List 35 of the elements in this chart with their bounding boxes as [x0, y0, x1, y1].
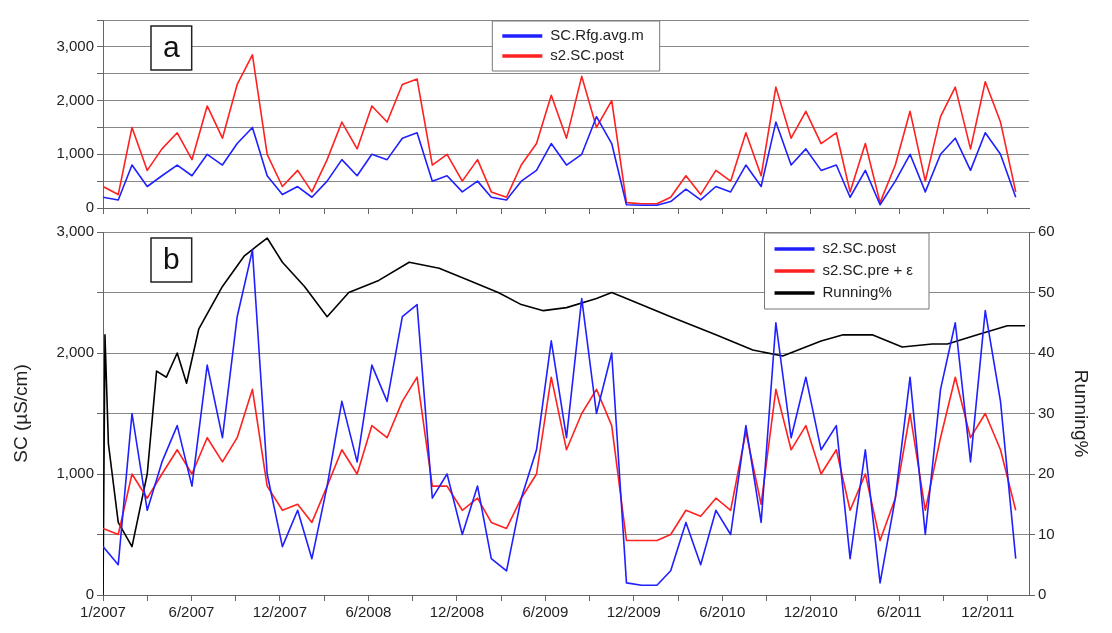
x-tick-label: 12/2009 [606, 603, 661, 621]
legend-label: s2.SC.pre + ε [822, 261, 914, 279]
x-tick-label: 6/2007 [168, 603, 215, 621]
y2-tick-label: 30 [1038, 403, 1055, 421]
annotation: a [163, 30, 180, 64]
x-tick-label: 12/2011 [961, 603, 1015, 621]
y-tick-label: 1,000 [56, 464, 94, 482]
y2-axis-title: Running% [1071, 369, 1093, 458]
legend-label: s2.SC.post [550, 46, 625, 64]
y2-tick-label: 60 [1038, 222, 1055, 240]
x-tick-label: 6/2008 [345, 603, 392, 621]
y2-tick-label: 10 [1038, 524, 1055, 542]
y2-tick-label: 50 [1038, 282, 1055, 300]
y2-tick-label: 20 [1038, 464, 1055, 482]
legend-label: s2.SC.post [822, 239, 897, 257]
x-tick-label: 12/2010 [783, 603, 838, 621]
x-tick-label: 6/2009 [522, 603, 569, 621]
x-tick-label: 6/2010 [699, 603, 746, 621]
y-tick-label: 0 [85, 198, 94, 216]
x-tick-label: 1/2007 [80, 603, 126, 621]
y2-tick-label: 40 [1038, 343, 1055, 361]
x-tick-label: 12/2007 [252, 603, 308, 621]
legend-label: Running% [822, 283, 892, 301]
y-tick-label: 3,000 [56, 37, 94, 54]
y-tick-label: 3,000 [56, 222, 94, 240]
y-tick-label: 2,000 [56, 90, 94, 108]
annotation: b [163, 242, 180, 276]
x-tick-label: 6/2011 [876, 603, 922, 621]
y-axis-title: SC (µS/cm) [9, 364, 31, 463]
y-tick-label: 1,000 [56, 144, 94, 162]
y2-tick-label: 0 [1038, 585, 1047, 603]
x-tick-label: 12/2008 [429, 603, 484, 621]
legend-label: SC.Rfg.avg.m [550, 26, 644, 44]
y-tick-label: 0 [85, 585, 94, 603]
y-tick-label: 2,000 [56, 343, 94, 361]
